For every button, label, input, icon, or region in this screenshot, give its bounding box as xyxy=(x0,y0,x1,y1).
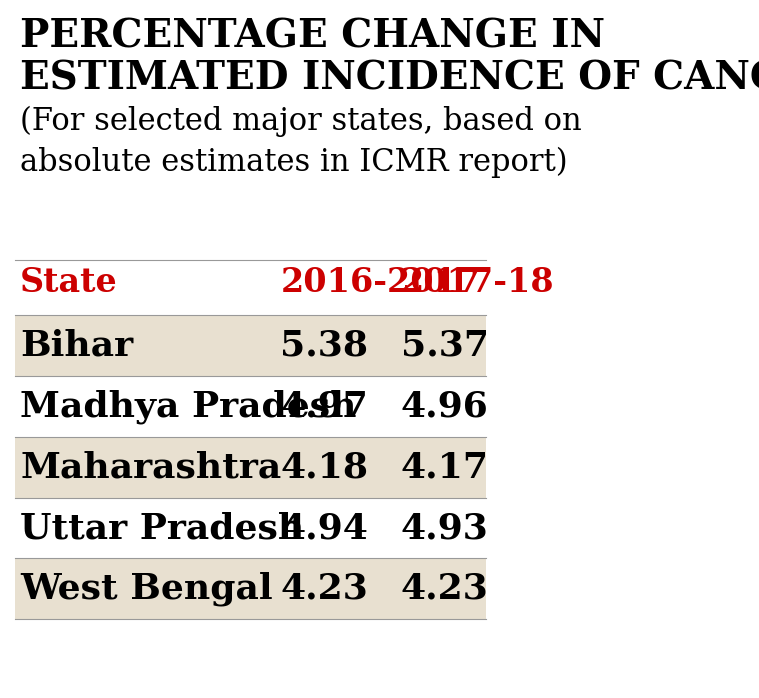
Text: 2017-18: 2017-18 xyxy=(401,266,554,299)
Text: Uttar Pradesh: Uttar Pradesh xyxy=(20,511,304,545)
Text: State: State xyxy=(20,266,118,299)
Text: Maharashtra: Maharashtra xyxy=(20,450,282,484)
Text: 5.37: 5.37 xyxy=(401,329,489,363)
Text: Madhya Pradesh: Madhya Pradesh xyxy=(20,389,357,424)
Text: ESTIMATED INCIDENCE OF CANCER: ESTIMATED INCIDENCE OF CANCER xyxy=(20,59,759,97)
Text: 4.96: 4.96 xyxy=(401,389,489,424)
Bar xyxy=(15,437,486,498)
Text: 4.23: 4.23 xyxy=(401,572,489,606)
Text: 4.23: 4.23 xyxy=(280,572,368,606)
Text: West Bengal: West Bengal xyxy=(20,572,272,606)
Bar xyxy=(15,558,486,619)
Text: 4.18: 4.18 xyxy=(280,450,368,484)
Bar xyxy=(15,315,486,376)
Text: 4.17: 4.17 xyxy=(401,450,489,484)
Text: Bihar: Bihar xyxy=(20,329,133,363)
Text: 4.93: 4.93 xyxy=(401,511,489,545)
Text: 2016-2017: 2016-2017 xyxy=(280,266,480,299)
Text: 4.94: 4.94 xyxy=(280,511,368,545)
Text: (For selected major states, based on
absolute estimates in ICMR report): (For selected major states, based on abs… xyxy=(20,106,582,178)
Text: 5.38: 5.38 xyxy=(280,329,368,363)
Text: PERCENTAGE CHANGE IN: PERCENTAGE CHANGE IN xyxy=(20,17,605,55)
Text: 4.97: 4.97 xyxy=(280,389,368,424)
